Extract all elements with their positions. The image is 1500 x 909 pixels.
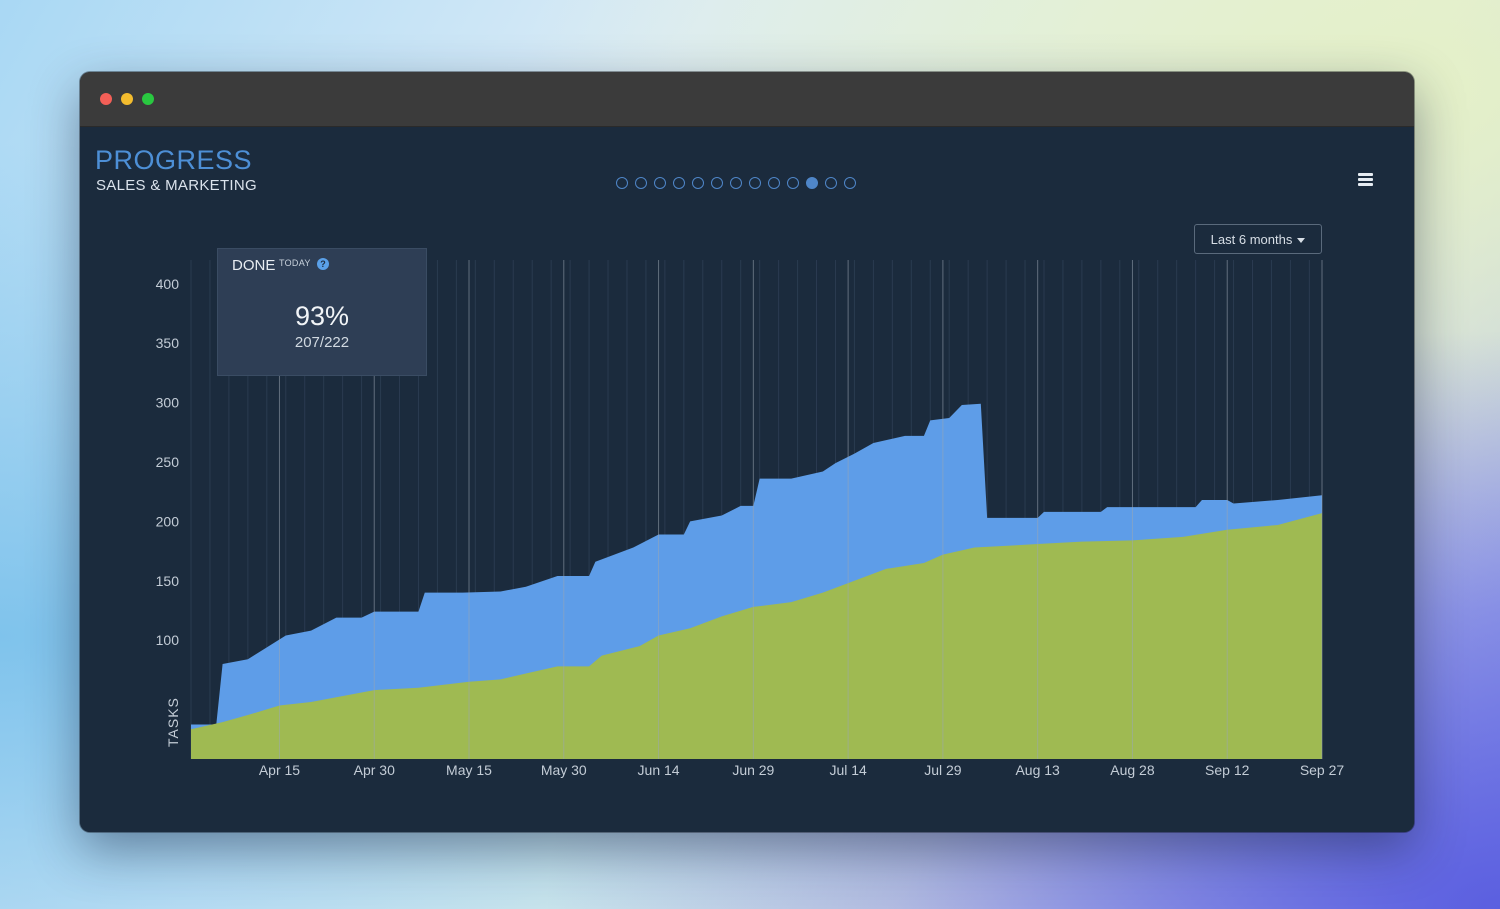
x-tick-label: Jul 29 xyxy=(924,762,962,778)
x-tick-label: Apr 30 xyxy=(354,762,395,778)
close-window-button[interactable] xyxy=(100,93,112,105)
date-range-dropdown[interactable]: Last 6 months xyxy=(1194,224,1322,254)
pager-dot-9[interactable] xyxy=(768,177,780,189)
dashboard-panel: PROGRESS SALES & MARKETING Last 6 months… xyxy=(80,127,1414,832)
done-percent: 93% xyxy=(294,301,350,331)
pager-dot-6[interactable] xyxy=(711,177,723,189)
pager-dot-5[interactable] xyxy=(692,177,704,189)
x-tick-label: Apr 15 xyxy=(259,762,300,778)
y-tick-label: 350 xyxy=(156,335,180,351)
x-tick-label: Jun 14 xyxy=(638,762,680,778)
window-titlebar xyxy=(80,72,1414,127)
done-label: DONE xyxy=(232,257,276,274)
y-tick-label: 200 xyxy=(156,513,180,529)
y-tick-label: 300 xyxy=(156,395,180,411)
page-subtitle: SALES & MARKETING xyxy=(96,177,257,194)
y-tick-label: 150 xyxy=(156,573,180,589)
hamburger-icon[interactable] xyxy=(1358,173,1376,189)
progress-area-chart: Apr 15 Apr 30 May 15 May 30 Jun 14 Jun 29 Jul … xyxy=(156,260,1345,778)
series-area-done xyxy=(191,513,1322,759)
pager-dot-8[interactable] xyxy=(749,177,761,189)
today-label: TODAY xyxy=(279,258,311,268)
page-title: PROGRESS xyxy=(95,145,253,175)
x-tick-label: Jun 29 xyxy=(732,762,774,778)
done-ratio: 207/222 xyxy=(294,334,350,351)
date-range-label: Last 6 months xyxy=(1210,231,1293,247)
x-tick-label: Sep 27 xyxy=(1300,762,1345,778)
pager-dot-3[interactable] xyxy=(654,177,666,189)
x-tick-label: Sep 12 xyxy=(1205,762,1250,778)
y-axis-label: TASKS xyxy=(165,697,181,747)
slide-pager xyxy=(616,177,856,191)
x-tick-label: Jul 14 xyxy=(829,762,867,778)
done-today-card: DONE TODAY ? 93% 207/222 xyxy=(217,248,427,376)
pager-dot-4[interactable] xyxy=(673,177,685,189)
x-tick-label: Aug 28 xyxy=(1110,762,1155,778)
pager-dot-10[interactable] xyxy=(787,177,799,189)
zoom-window-button[interactable] xyxy=(142,93,154,105)
caret-down-icon xyxy=(1297,237,1306,243)
x-tick-label: May 30 xyxy=(541,762,587,778)
pager-dot-1[interactable] xyxy=(616,177,628,189)
y-tick-label: 250 xyxy=(156,454,180,470)
pager-dot-12[interactable] xyxy=(825,177,837,189)
minimize-window-button[interactable] xyxy=(121,93,133,105)
y-tick-label: 400 xyxy=(156,276,180,292)
x-tick-label: May 15 xyxy=(446,762,492,778)
question-icon[interactable]: ? xyxy=(317,258,329,270)
pager-dot-2[interactable] xyxy=(635,177,647,189)
app-window: PROGRESS SALES & MARKETING Last 6 months… xyxy=(80,72,1414,832)
pager-dot-13[interactable] xyxy=(844,177,856,189)
pager-dot-7[interactable] xyxy=(730,177,742,189)
y-tick-label: 100 xyxy=(156,632,180,648)
pager-dot-11[interactable] xyxy=(806,177,818,189)
x-tick-label: Aug 13 xyxy=(1015,762,1060,778)
